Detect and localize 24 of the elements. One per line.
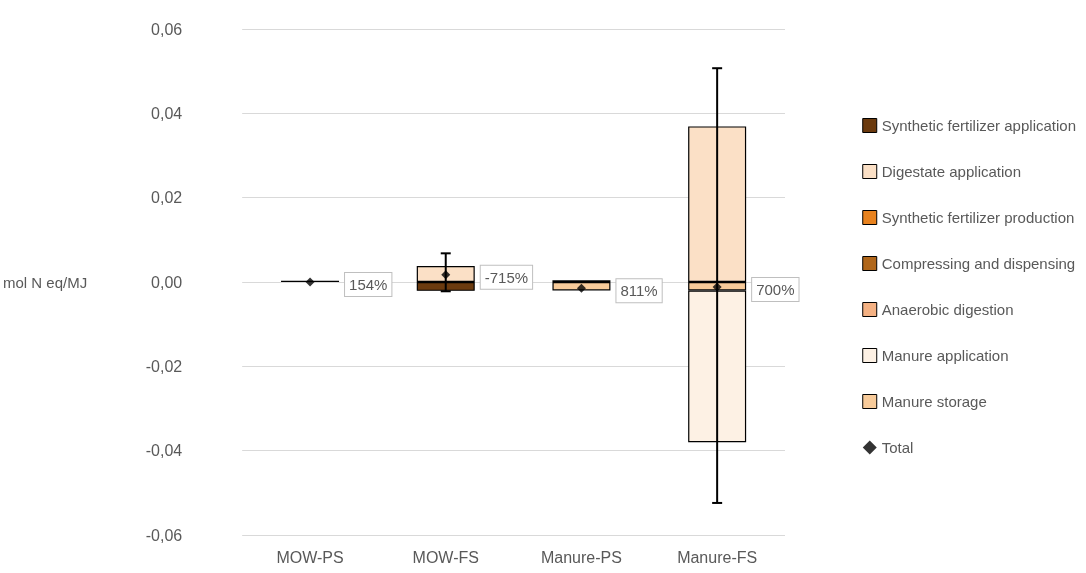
y-tick-label: 0,00 [151, 273, 183, 291]
legend-label: Manure application [881, 347, 1009, 364]
annotation: -715% [484, 268, 529, 286]
annotation: 154% [349, 276, 388, 293]
y-axis-title: mol N eq/MJ [3, 273, 88, 291]
x-tick-label: Manure-PS [540, 548, 622, 566]
x-tick-label: Manure-FS [677, 548, 758, 566]
annotation: 700% [756, 281, 795, 299]
legend-label: Anaerobic digestion [881, 301, 1014, 318]
legend-label: Synthetic fertilizer production [881, 209, 1075, 226]
legend-label: Compressing and dispensing [881, 255, 1076, 272]
annotation: 811% [620, 282, 658, 300]
y-tick-label: 0,02 [151, 189, 183, 207]
y-tick-label: 0,04 [151, 104, 183, 122]
x-tick-label: MOW-FS [412, 548, 479, 566]
y-tick-label: -0,02 [145, 357, 183, 375]
y-tick-label: 0,06 [151, 20, 183, 38]
y-tick-label: -0,06 [145, 526, 183, 544]
legend-label: Total [881, 439, 914, 456]
x-tick-label: MOW-PS [276, 548, 344, 566]
legend-label: Synthetic fertilizer application [881, 117, 1077, 134]
legend-label: Manure storage [881, 393, 987, 410]
y-tick-label: -0,04 [145, 442, 183, 460]
legend-label: Digestate application [881, 163, 1022, 180]
